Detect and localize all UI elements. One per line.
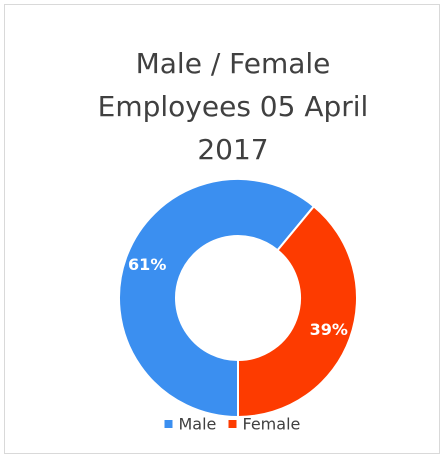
data-label: 61% — [128, 255, 166, 274]
legend-swatch — [228, 420, 237, 428]
donut-slice — [237, 204, 358, 419]
chart-title: Male / Female Employees 05 April 2017 — [97, 47, 369, 166]
legend-label: Male — [179, 415, 217, 434]
chart-frame — [4, 4, 440, 454]
donut-slice — [118, 178, 316, 419]
legend-label: Female — [243, 415, 301, 434]
legend-swatch — [164, 420, 173, 428]
data-label: 39% — [310, 320, 348, 339]
